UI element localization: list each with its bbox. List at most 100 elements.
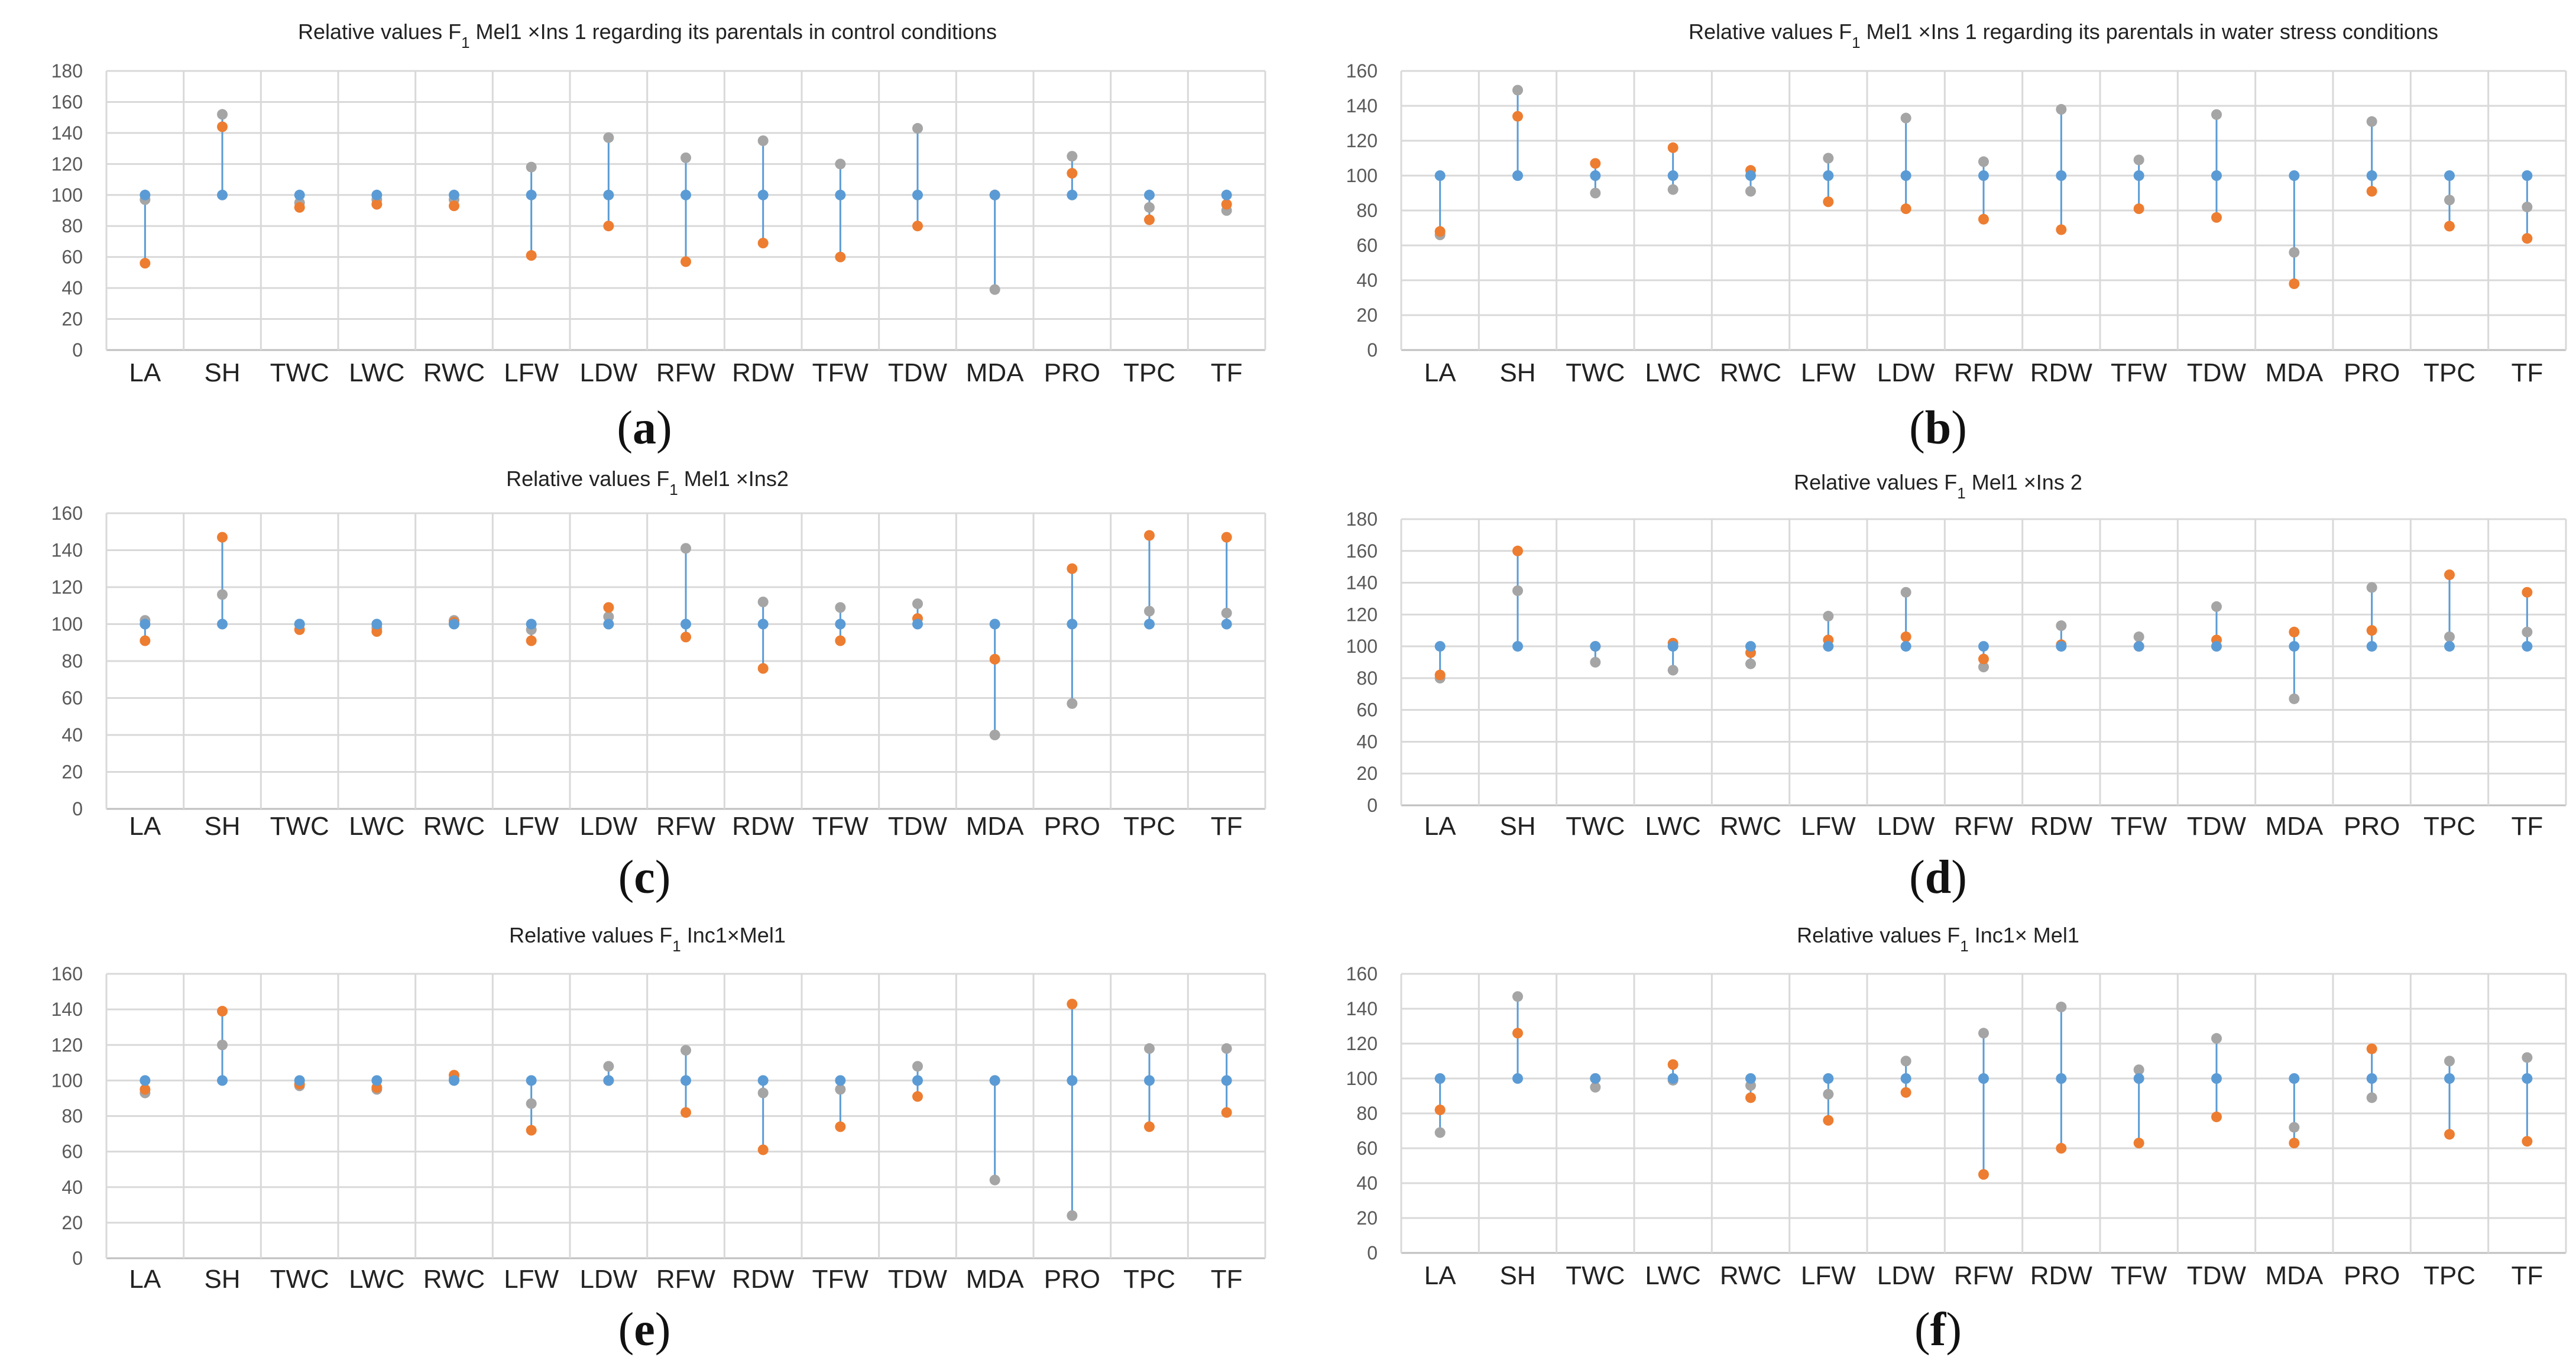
point-other [681,543,691,554]
point-other [1067,1210,1078,1221]
y-tick-label: 140 [51,540,83,561]
x-tick-label: TF [1211,812,1243,841]
point-other [1512,991,1523,1002]
point-reference [217,618,228,630]
point-reference [2056,1073,2067,1084]
point-hybrid [1221,532,1232,543]
point-other [2366,1092,2377,1103]
point-other [2289,1122,2300,1133]
x-tick-label: TFW [812,358,869,387]
point-hybrid [294,202,305,213]
point-reference [1823,1073,1834,1084]
point-other [2522,202,2533,213]
point-reference [989,1075,1000,1086]
point-reference [294,1075,305,1086]
point-reference [449,618,459,630]
panel-label: (a) [617,402,672,454]
point-other [217,1039,228,1051]
point-reference [1067,189,1078,200]
point-hybrid [2522,1136,2533,1147]
x-tick-label: LA [129,1265,161,1294]
point-other [1978,156,1989,167]
point-reference [449,1075,459,1086]
chart-title: Relative values F1 Mel1 ×Ins 2 [1794,470,2082,502]
point-hybrid [1434,669,1446,681]
point-reference [1667,1073,1679,1084]
point-reference [835,189,846,200]
x-tick-label: LA [129,812,161,841]
y-tick-label: 160 [1346,963,1378,984]
point-hybrid [1512,545,1523,556]
x-tick-label: LFW [504,358,559,387]
point-other [2289,693,2300,704]
point-hybrid [449,200,459,212]
x-tick-label: LWC [1645,812,1701,841]
point-hybrid [2056,1143,2067,1154]
panel-label: (f) [1914,1304,1962,1356]
point-other [1434,1127,1446,1138]
point-hybrid [1067,563,1078,574]
y-tick-label: 0 [1367,1242,1378,1264]
point-hybrid [1745,1092,1756,1103]
x-tick-label: TFW [2111,358,2167,387]
x-tick-label: TPC [2423,812,2475,841]
y-tick-label: 120 [51,1034,83,1055]
x-tick-label: RFW [1954,812,2014,841]
point-reference [1590,1073,1601,1084]
point-other [912,598,923,610]
x-tick-label: TWC [270,812,329,841]
y-tick-label: 60 [1356,1138,1378,1159]
x-tick-label: SH [204,812,240,841]
x-tick-label: TDW [888,812,948,841]
chart-title: Relative values F1 Inc1×Mel1 [509,923,786,955]
y-tick-label: 40 [61,724,83,746]
x-tick-label: SH [1499,812,1535,841]
y-tick-label: 120 [1346,130,1378,151]
y-tick-label: 100 [1346,165,1378,186]
point-reference [835,618,846,630]
point-hybrid [1667,142,1679,153]
y-tick-label: 40 [1356,731,1378,752]
x-tick-label: LFW [1801,358,1856,387]
point-other [681,1045,691,1056]
y-tick-label: 160 [51,91,83,112]
point-hybrid [2522,587,2533,598]
point-reference [835,1075,846,1086]
point-reference [140,618,151,630]
point-hybrid [217,532,228,543]
panel-label: (e) [618,1304,671,1356]
x-tick-label: TWC [1566,358,1625,387]
point-reference [1144,189,1155,200]
x-tick-label: TWC [1566,1261,1625,1290]
point-other [989,284,1000,295]
point-hybrid [140,635,151,646]
point-other [1745,658,1756,669]
point-reference [1512,641,1523,652]
point-other [835,602,846,613]
point-reference [1667,641,1679,652]
point-reference [2444,170,2455,181]
x-tick-label: TPC [1123,812,1175,841]
point-other [1144,202,1155,213]
x-tick-label: PRO [1044,1265,1100,1294]
x-tick-label: TFW [2111,812,2167,841]
x-tick-label: LWC [1645,1261,1701,1290]
point-other [1745,186,1756,197]
y-tick-label: 20 [1356,1207,1378,1229]
y-tick-label: 0 [72,798,83,820]
point-hybrid [1667,1059,1679,1070]
point-hybrid [1978,213,1989,225]
point-other [2056,103,2067,115]
y-tick-label: 140 [1346,572,1378,594]
point-other [835,1084,846,1095]
y-tick-label: 160 [51,503,83,524]
point-reference [2444,641,2455,652]
point-other [2522,626,2533,637]
x-tick-label: LFW [504,812,559,841]
point-reference [1667,170,1679,181]
point-reference [2522,1073,2533,1084]
point-other [1900,112,1911,124]
x-tick-label: LDW [1877,358,1935,387]
x-tick-label: SH [204,358,240,387]
